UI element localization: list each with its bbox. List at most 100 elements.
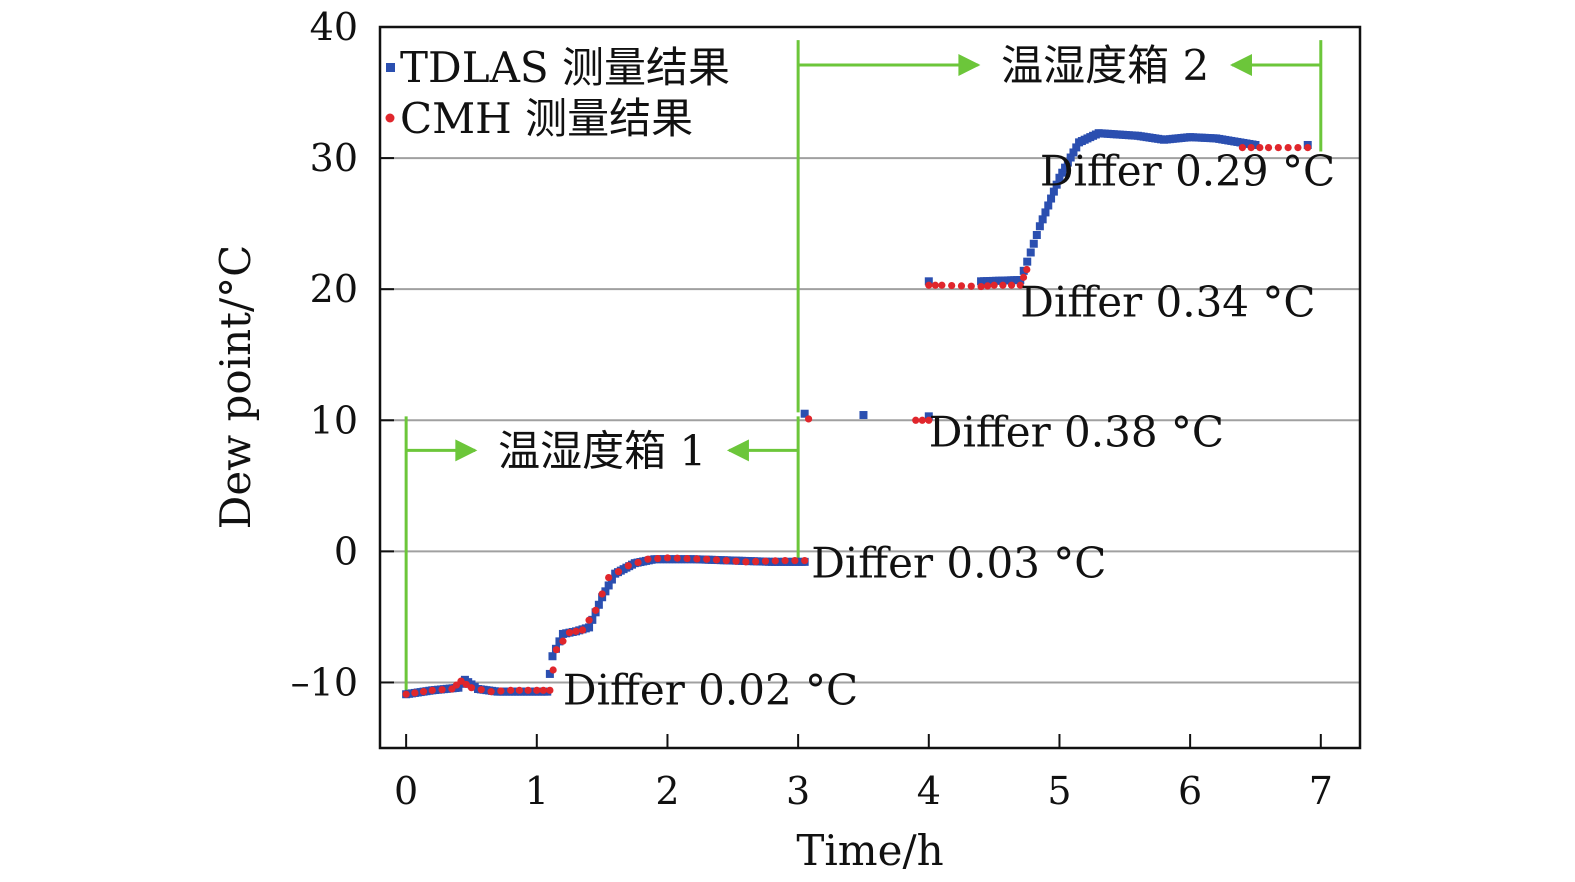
cmh-point	[419, 688, 428, 696]
x-tick-label: 3	[786, 769, 810, 813]
legend: TDLAS 测量结果 CMH 测量结果	[385, 43, 730, 143]
x-axis-label: Time/h	[796, 826, 943, 875]
tdlas-point	[1041, 208, 1050, 217]
tdlas-point	[1063, 158, 1072, 167]
y-tick-label: 20	[310, 267, 358, 311]
cmh-point	[565, 629, 574, 637]
y-ticks: –10 0 10 20 30 40	[291, 5, 394, 704]
cmh-point	[438, 686, 446, 694]
tdlas-point	[1069, 148, 1078, 157]
y-tick-label: 30	[310, 136, 358, 180]
tdlas-point	[800, 409, 809, 418]
cmh-point	[605, 573, 613, 582]
region-markers: 温湿度箱 1 温湿度箱 2	[404, 40, 1323, 695]
cmh-point	[462, 680, 470, 689]
cmh-point	[546, 686, 554, 694]
x-tick-label: 0	[394, 769, 418, 813]
tdlas-point	[1044, 201, 1053, 210]
tdlas-point	[1038, 215, 1047, 224]
cmh-point	[693, 555, 701, 563]
cmh-point	[683, 554, 691, 563]
cmh-point	[925, 416, 933, 424]
cmh-point	[1019, 273, 1028, 281]
cmh-point	[781, 556, 789, 565]
cmh-point	[801, 556, 809, 565]
x-tick-label: 2	[655, 769, 679, 813]
cmh-point	[457, 677, 465, 685]
cmh-point	[515, 686, 523, 694]
cmh-point	[533, 686, 541, 694]
cmh-point	[938, 281, 946, 289]
annotations: Differ 0.02 °C Differ 0.03 °C Differ 0.38 …	[563, 147, 1335, 715]
x-tick-label: 5	[1047, 769, 1071, 813]
tdlas-point	[924, 277, 933, 286]
region-label: 温湿度箱 2	[1001, 41, 1209, 90]
cmh-point	[1247, 144, 1255, 152]
cmh-point	[402, 690, 410, 698]
cmh-point	[1238, 144, 1246, 152]
x-tick-label: 4	[917, 769, 941, 813]
tdlas-point	[1032, 230, 1041, 239]
cmh-point	[752, 557, 760, 566]
plot-frame	[378, 25, 1362, 750]
tdlas-point	[585, 623, 594, 632]
tdlas-point	[1029, 239, 1038, 248]
cmh-point	[804, 415, 813, 423]
legend-marker-tdlas	[386, 63, 395, 72]
y-tick-label: –10	[291, 660, 358, 704]
cmh-point	[703, 555, 711, 563]
cmh-point	[732, 557, 740, 565]
cmh-point	[428, 686, 436, 694]
difference-annotation: Differ 0.02 °C	[563, 666, 858, 715]
cmh-point	[999, 281, 1007, 289]
difference-annotation: Differ 0.03 °C	[811, 539, 1106, 588]
difference-annotation: Differ 0.38 °C	[929, 407, 1224, 456]
cmh-point	[549, 666, 557, 674]
tdlas-point	[1055, 173, 1064, 182]
tdlas-point	[1016, 276, 1025, 285]
cmh-point	[1274, 144, 1282, 152]
cmh-point	[592, 606, 600, 614]
cmh-point	[948, 281, 956, 290]
tdlas-point	[1049, 187, 1058, 196]
x-tick-label: 1	[525, 769, 549, 813]
cmh-point	[524, 686, 532, 694]
tdlas-point	[1023, 257, 1032, 266]
y-axis-label: Dew point/°C	[211, 245, 260, 530]
cmh-point	[507, 686, 515, 694]
cmh-point	[539, 686, 547, 694]
cmh-point	[634, 558, 642, 567]
tdlas-point	[859, 411, 868, 420]
cmh-point	[722, 556, 730, 565]
difference-annotation: Differ 0.29 °C	[1040, 147, 1335, 196]
cmh-point	[742, 558, 750, 566]
cmh-point	[957, 282, 966, 290]
cmh-point	[663, 554, 672, 562]
cmh-point	[925, 281, 933, 289]
region-label: 温湿度箱 1	[498, 426, 706, 475]
difference-annotation: Differ 0.34 °C	[1020, 278, 1315, 327]
tdlas-point	[601, 587, 610, 596]
tdlas-point	[1072, 143, 1081, 152]
tdlas-point	[1251, 140, 1260, 149]
cmh-point	[411, 689, 419, 697]
cmh-point	[1264, 144, 1273, 152]
cmh-point	[1016, 281, 1024, 289]
y-tick-label: 10	[310, 398, 358, 442]
cmh-point	[791, 556, 799, 565]
cmh-series	[402, 144, 1312, 698]
legend-marker-cmh	[385, 113, 395, 123]
cmh-point	[673, 554, 681, 562]
cmh-point	[477, 686, 485, 694]
tdlas-point	[1052, 180, 1061, 189]
cmh-point	[572, 627, 580, 635]
tdlas-point	[1026, 248, 1035, 257]
tdlas-point	[594, 600, 603, 609]
cmh-point	[487, 688, 495, 696]
cmh-point	[1294, 144, 1302, 152]
y-tick-label: 0	[334, 529, 358, 573]
x-tick-label: 6	[1178, 769, 1202, 813]
cmh-point	[1304, 144, 1312, 152]
tdlas-point	[1035, 222, 1044, 231]
